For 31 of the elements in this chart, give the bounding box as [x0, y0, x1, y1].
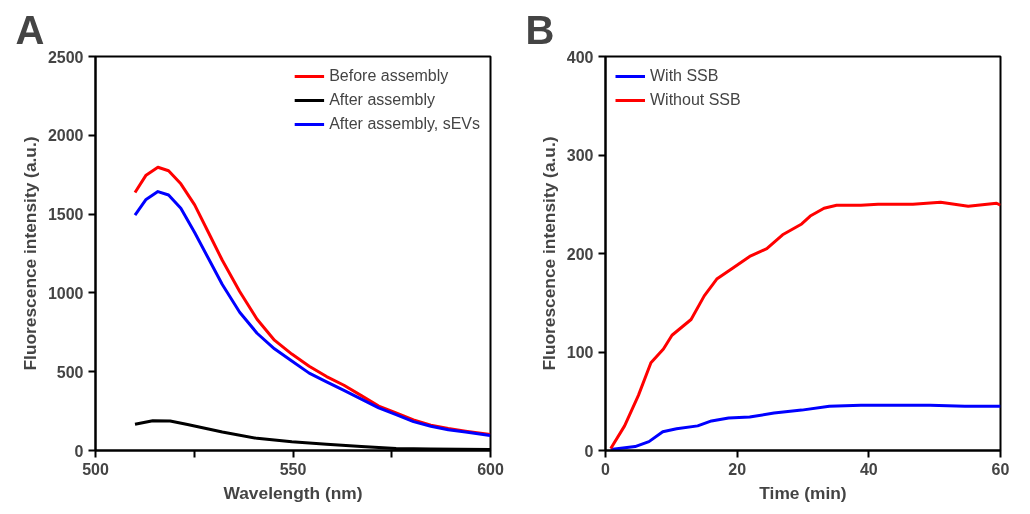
line-series — [609, 403, 1001, 451]
y-tick-label: 0 — [584, 442, 594, 460]
y-tick-label: 500 — [56, 363, 84, 381]
x-tick-label: 0 — [601, 460, 611, 478]
y-tick-label: 300 — [566, 147, 594, 164]
x-tick-label: 550 — [279, 460, 307, 478]
y-tick-label: 1500 — [47, 206, 84, 224]
legend-label: After assembly — [329, 91, 435, 109]
y-tick-label: 100 — [566, 344, 594, 361]
x-tick-label: 40 — [859, 460, 878, 478]
x-axis-title: Wavelength (nm) — [223, 482, 363, 503]
x-tick-label: 20 — [728, 460, 747, 478]
legend-label: After assembly, sEVs — [329, 115, 480, 133]
y-tick-label: 2000 — [47, 127, 84, 145]
y-tick-label: 400 — [566, 48, 594, 66]
chart-title: B — [525, 7, 555, 52]
x-tick-label: 60 — [991, 460, 1010, 478]
y-tick-label: 200 — [566, 245, 594, 263]
y-tick-label: 0 — [74, 442, 84, 460]
y-tick-label: 1000 — [47, 284, 84, 302]
legend-label: With SSB — [650, 67, 719, 85]
legend-label: Before assembly — [329, 67, 449, 85]
chart-title: A — [15, 7, 45, 52]
line-series — [609, 200, 1001, 451]
y-tick-label: 2500 — [47, 48, 84, 66]
x-tick-label: 500 — [82, 460, 109, 478]
x-tick-label: 600 — [477, 460, 504, 478]
y-axis-title: Fluorescence intensity (a.u.) — [19, 136, 40, 371]
y-axis-title: Fluorescence intensity (a.u.) — [538, 136, 559, 371]
x-axis-title: Time (min) — [759, 482, 847, 503]
legend-label: Without SSB — [650, 91, 741, 109]
